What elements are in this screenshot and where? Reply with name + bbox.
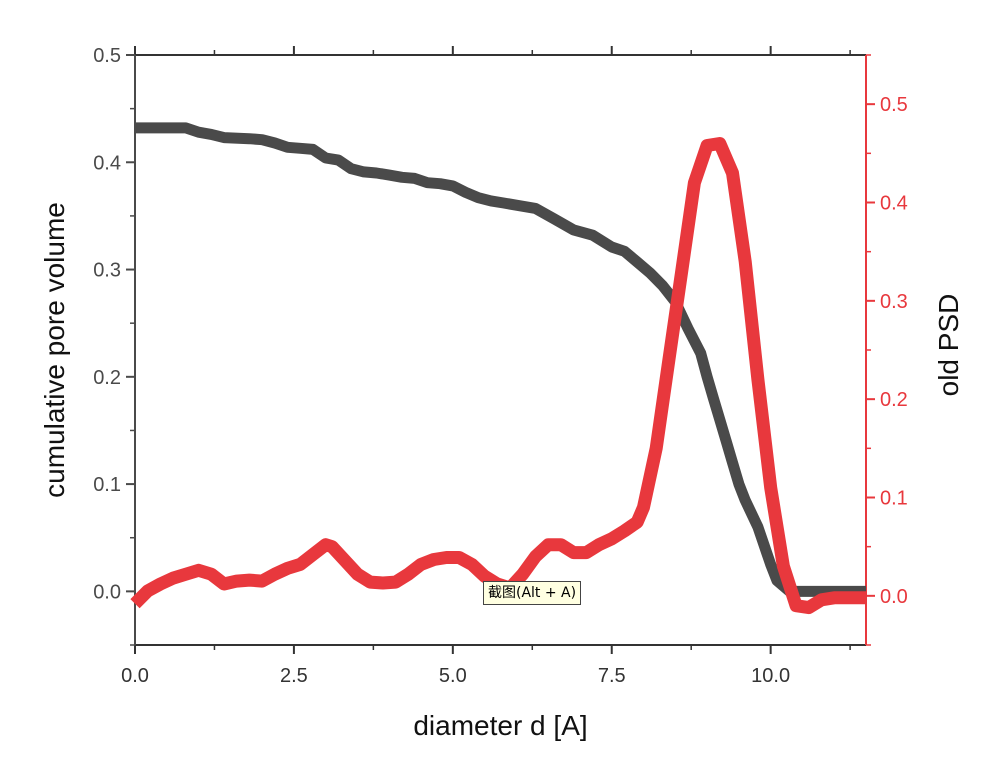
y-right-tick-label: 0.3 [880, 291, 908, 313]
psd-series-line [130, 137, 866, 615]
cumulative-volume-series-line [135, 122, 866, 597]
x-axis-title: diameter d [A] [413, 710, 587, 741]
x-tick-label: 5.0 [439, 665, 467, 687]
x-tick-label: 0.0 [121, 665, 149, 687]
y-right-tick-label: 0.1 [880, 488, 908, 510]
y-left-tick-label: 0.5 [93, 45, 121, 67]
y-left-axis-title: cumulative pore volume [39, 202, 70, 498]
x-tick-label: 10.0 [751, 665, 790, 687]
y-right-tick-label: 0.4 [880, 193, 908, 215]
y-right-tick-label: 0.2 [880, 389, 908, 411]
y-left-tick-label: 0.1 [93, 474, 121, 496]
y-left-tick-label: 0.4 [93, 152, 121, 174]
y-left-tick-label: 0.0 [93, 581, 121, 603]
y-left-tick-label: 0.3 [93, 260, 121, 282]
y-right-tick-label: 0.5 [880, 94, 908, 116]
y-left-tick-label: 0.2 [93, 367, 121, 389]
x-tick-label: 2.5 [280, 665, 308, 687]
x-tick-label: 7.5 [598, 665, 626, 687]
y-right-tick-label: 0.0 [880, 586, 908, 608]
screenshot-tooltip: 截图(Alt + A) [483, 581, 582, 605]
y-right-axis-title: old PSD [933, 294, 964, 397]
